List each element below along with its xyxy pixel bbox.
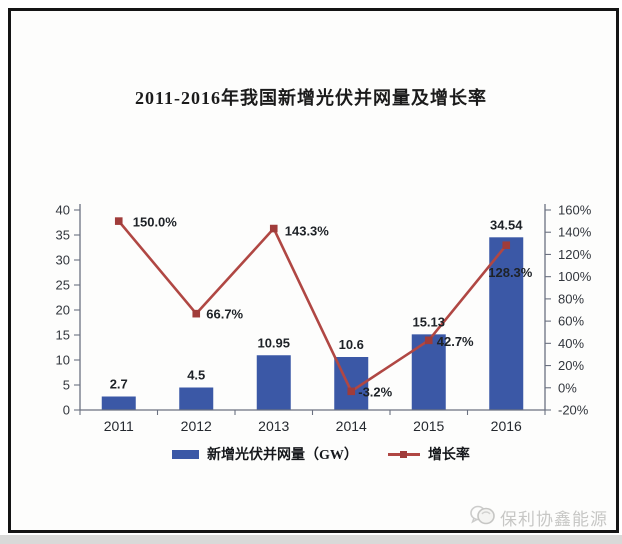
svg-text:128.3%: 128.3%: [488, 265, 533, 280]
svg-text:140%: 140%: [558, 225, 592, 240]
svg-text:10.95: 10.95: [257, 335, 290, 350]
gcl-logo-icon: [470, 503, 496, 532]
scan-edge-strip: [0, 535, 622, 544]
svg-text:-20%: -20%: [558, 403, 589, 418]
svg-text:2.7: 2.7: [110, 377, 128, 392]
line-swatch-marker: [399, 450, 407, 458]
svg-text:40: 40: [56, 203, 70, 218]
bar-swatch-icon: [172, 449, 200, 459]
svg-text:34.54: 34.54: [490, 217, 523, 232]
svg-text:143.3%: 143.3%: [285, 224, 330, 239]
svg-text:35: 35: [56, 228, 70, 243]
svg-text:60%: 60%: [558, 314, 584, 329]
svg-text:120%: 120%: [558, 247, 592, 262]
svg-text:-3.2%: -3.2%: [358, 384, 392, 399]
svg-text:150.0%: 150.0%: [133, 215, 178, 230]
svg-text:40%: 40%: [558, 336, 584, 351]
svg-text:0%: 0%: [558, 380, 577, 395]
svg-text:100%: 100%: [558, 269, 592, 284]
svg-text:66.7%: 66.7%: [206, 307, 243, 322]
svg-text:2014: 2014: [336, 418, 367, 434]
watermark-text: 保利协鑫能源: [500, 510, 608, 529]
legend-line-label: 增长率: [427, 448, 470, 463]
line-swatch-icon: [387, 450, 420, 459]
legend-bar-label: 新增光伏并网量（GW）: [207, 448, 358, 463]
svg-text:160%: 160%: [558, 203, 592, 218]
svg-text:0: 0: [63, 403, 70, 418]
svg-text:25: 25: [56, 278, 70, 293]
svg-text:2016: 2016: [491, 418, 522, 434]
svg-text:4.5: 4.5: [187, 368, 205, 383]
svg-text:15: 15: [56, 328, 70, 343]
svg-text:10.6: 10.6: [339, 337, 364, 352]
svg-text:20: 20: [56, 303, 70, 318]
svg-text:30: 30: [56, 253, 70, 268]
watermark: 保利协鑫能源: [470, 503, 608, 532]
svg-text:2012: 2012: [181, 418, 212, 434]
svg-text:5: 5: [63, 378, 70, 393]
svg-text:15.13: 15.13: [412, 314, 445, 329]
svg-text:10: 10: [56, 353, 70, 368]
chart-legend: 新增光伏并网量（GW） 增长率: [10, 444, 622, 464]
svg-text:2013: 2013: [258, 418, 289, 434]
svg-text:80%: 80%: [558, 291, 584, 306]
chart-title: 2011-2016年我国新增光伏并网量及增长率: [135, 88, 487, 108]
svg-text:2011: 2011: [104, 418, 134, 434]
legend-item-bar: 新增光伏并网量（GW）: [172, 444, 358, 464]
svg-text:20%: 20%: [558, 358, 584, 373]
svg-text:42.7%: 42.7%: [437, 334, 474, 349]
legend-item-line: 增长率: [387, 444, 470, 464]
svg-text:2015: 2015: [413, 418, 444, 434]
